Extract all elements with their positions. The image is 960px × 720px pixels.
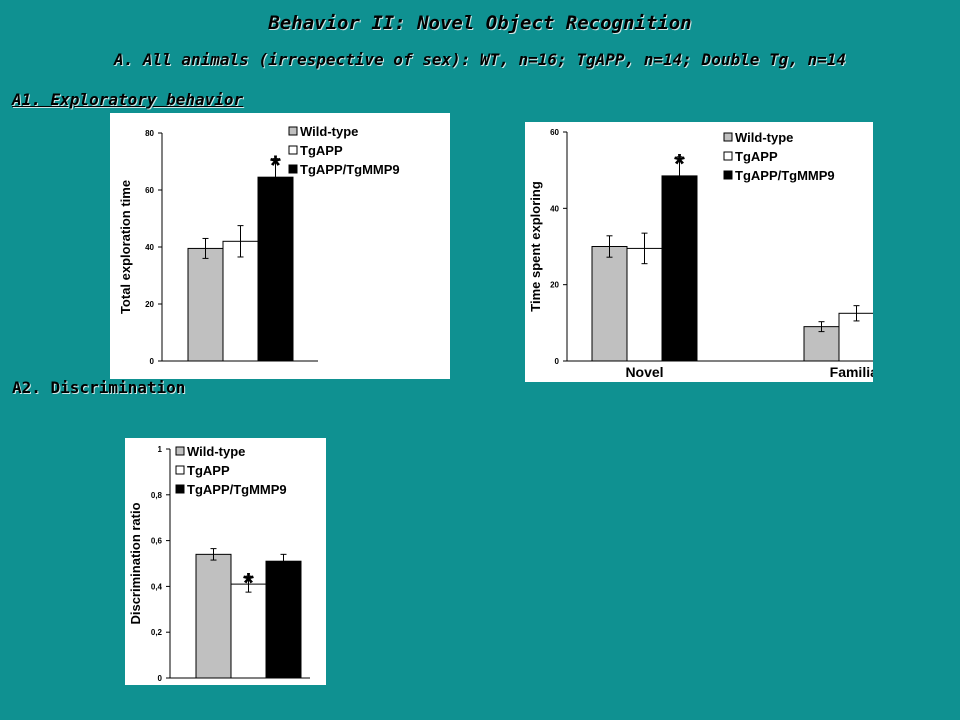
bar-tgapp <box>626 247 663 362</box>
y-tick-label: 0 <box>555 357 560 366</box>
chart-time-spent-exploring: 0 20 40 60 Time spent exploring Novel Familiar… <box>525 122 910 382</box>
section-a1-heading: A1. Exploratory behavior <box>12 90 244 109</box>
y-tick-label: 40 <box>550 204 559 213</box>
bar-wild-type <box>187 247 224 362</box>
y-tick-label: 20 <box>550 281 559 290</box>
bar-tgapp-tgmmp9 <box>661 175 698 362</box>
legend-label: TgAPP/TgMMP9 <box>187 482 287 497</box>
bar-tgapp <box>222 240 259 362</box>
legend-label: Wild-type <box>187 444 245 459</box>
bar-tgapp-tgmmp9 <box>265 560 302 679</box>
legend-label: Wild-type <box>735 130 793 145</box>
y-axis-label: Discrimination ratio <box>128 502 143 624</box>
significance-star: * <box>243 567 254 598</box>
legend-swatch <box>175 446 185 456</box>
y-axis-label: Time spent exploring <box>528 181 543 312</box>
y-tick-label: 0,2 <box>151 628 163 637</box>
y-tick-label: 40 <box>145 243 154 252</box>
y-tick-label: 60 <box>145 186 154 195</box>
y-tick-label: 0 <box>150 357 155 366</box>
y-tick-label: 80 <box>145 129 154 138</box>
significance-star: * <box>674 148 685 179</box>
chart-discrimination-ratio: 0 0,2 0,4 0,6 0,8 1 Discrimination ratio * Wild-… <box>125 438 326 685</box>
legend-label: TgAPP/TgMMP9 <box>735 168 835 183</box>
bar-wild-type <box>591 246 628 362</box>
category-label: Familiar <box>830 364 873 380</box>
y-tick-label: 1 <box>158 445 163 454</box>
legend-label: Wild-type <box>300 124 358 139</box>
y-tick-label: 60 <box>550 128 559 137</box>
chart-total-exploration-svg: 0 20 40 60 80 Total exploration time * Wild-typ… <box>118 124 400 366</box>
legend-swatch <box>288 145 298 155</box>
legend-swatch <box>175 484 185 494</box>
legend-label: TgAPP/TgMMP9 <box>300 162 400 177</box>
y-tick-label: 0,6 <box>151 537 163 546</box>
slide-title: Behavior II: Novel Object Recognition <box>268 12 692 34</box>
bar-tgapp <box>230 583 267 679</box>
legend-swatch <box>288 126 298 136</box>
chart-time-spent-exploring-svg: 0 20 40 60 Time spent exploring Novel Familiar… <box>528 128 910 380</box>
chart-discrimination-ratio-svg: 0 0,2 0,4 0,6 0,8 1 Discrimination ratio * Wild-… <box>128 444 310 683</box>
bar-wild-type <box>195 553 232 679</box>
y-tick-label: 0,8 <box>151 491 163 500</box>
y-tick-label: 20 <box>145 300 154 309</box>
slide-subtitle: A. All animals (irrespective of sex): WT… <box>113 50 847 69</box>
chart-total-exploration: 0 20 40 60 80 Total exploration time * Wild-typ… <box>110 113 450 379</box>
legend-label: TgAPP <box>300 143 343 158</box>
y-axis-label: Total exploration time <box>118 180 133 314</box>
bar-tgapp-tgmmp9 <box>257 176 294 362</box>
legend-swatch <box>723 132 733 142</box>
y-tick-label: 0 <box>158 674 163 683</box>
significance-star: * <box>270 150 281 181</box>
legend-swatch <box>723 170 733 180</box>
legend-label: TgAPP <box>735 149 778 164</box>
legend-swatch <box>723 151 733 161</box>
category-label: Novel <box>625 364 663 380</box>
legend-swatch <box>175 465 185 475</box>
legend-label: TgAPP <box>187 463 230 478</box>
section-a2-heading: A2. Discrimination <box>12 378 186 397</box>
y-tick-label: 0,4 <box>151 582 163 591</box>
legend-swatch <box>288 164 298 174</box>
